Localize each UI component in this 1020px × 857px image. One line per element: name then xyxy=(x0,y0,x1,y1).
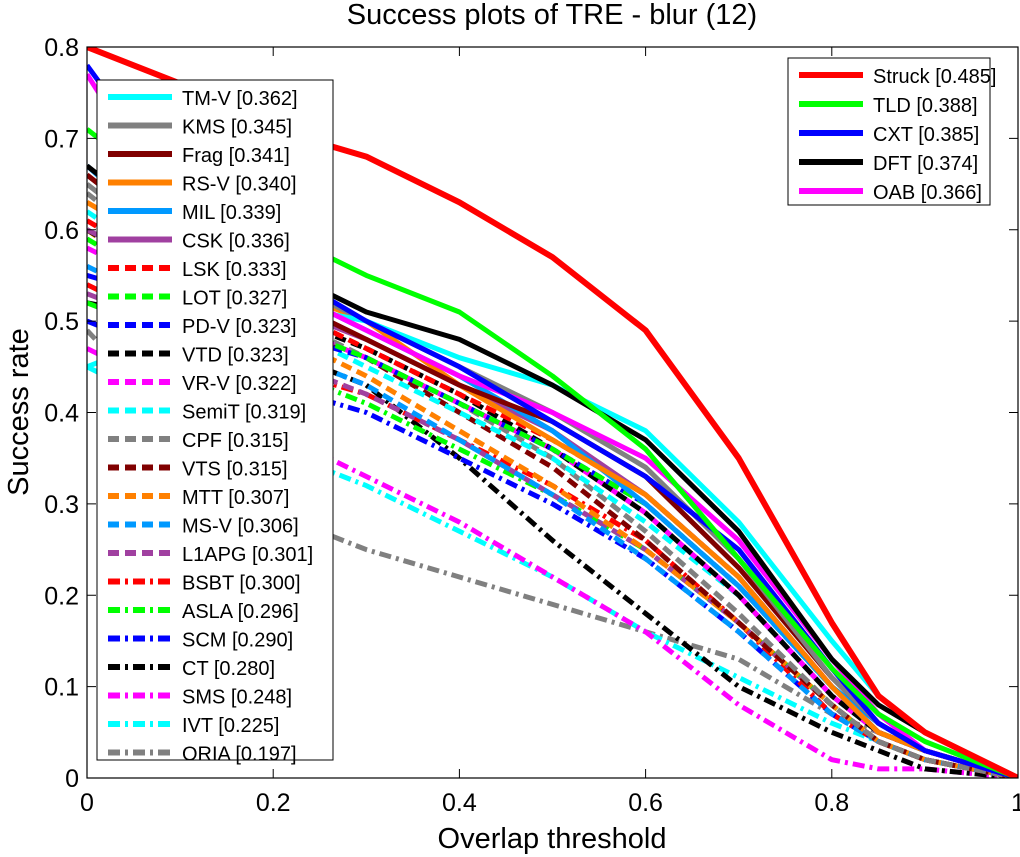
legend-entry: SemiT [0.319] xyxy=(182,402,306,424)
legend-entry: VTD [0.323] xyxy=(182,345,289,367)
y-tick-label: 0.5 xyxy=(44,308,79,336)
legend-entry: SCM [0.290] xyxy=(182,630,293,652)
legend-entry: BSBT [0.300] xyxy=(182,573,301,595)
x-tick-label: 0.4 xyxy=(442,789,477,817)
legend-entry: DFT [0.374] xyxy=(873,153,978,175)
x-axis-label: Overlap threshold xyxy=(438,823,667,855)
x-tick-label: 0.8 xyxy=(814,789,849,817)
legend-entry: MIL [0.339] xyxy=(182,202,281,224)
x-tick-label: 0.2 xyxy=(256,789,291,817)
y-tick-label: 0.7 xyxy=(44,125,79,153)
legend-entry: L1APG [0.301] xyxy=(182,544,313,566)
legend-top-right: Struck [0.485] TLD [0.388] CXT [0.385] DFT … xyxy=(787,57,996,206)
legend-entry: TM-V [0.362] xyxy=(182,88,298,110)
legend-entry: VR-V [0.322] xyxy=(182,373,297,395)
legend-entry: CPF [0.315] xyxy=(182,430,289,452)
y-tick-label: 0.2 xyxy=(44,582,79,610)
series-line-15 xyxy=(87,245,1018,778)
legend-entry: CXT [0.385] xyxy=(873,124,979,146)
legend-entry: ORIA [0.197] xyxy=(182,744,297,766)
legend-entry: PD-V [0.323] xyxy=(182,316,297,338)
y-tick-label: 0.8 xyxy=(44,34,79,62)
legend-entry: SMS [0.248] xyxy=(182,687,292,709)
legend-entry: KMS [0.345] xyxy=(182,117,292,139)
y-tick-label: 0.3 xyxy=(44,491,79,519)
series-line-28 xyxy=(87,328,1018,778)
legend-entry: RS-V [0.340] xyxy=(182,174,297,196)
legend-top-left: TM-V [0.362] KMS [0.345] Frag [0.341] RS-V … xyxy=(96,79,334,766)
chart-title: Success plots of TRE - blur (12) xyxy=(347,0,757,31)
legend-entry: LSK [0.333] xyxy=(182,259,287,281)
legend-entry: ASLA [0.296] xyxy=(182,601,299,623)
legend-entry: MS-V [0.306] xyxy=(182,516,299,538)
y-tick-label: 0.1 xyxy=(44,674,79,702)
series-line-16 xyxy=(87,209,1018,778)
ticks-layer: 0 0.2 0.4 0.6 0.8 1 0 0.1 0.2 0.3 0.4 0.5 0.6 0.7 0.8 xyxy=(44,34,1020,817)
legend-entry: TLD [0.388] xyxy=(873,95,978,117)
legend-entry: LOT [0.327] xyxy=(182,288,287,310)
legend-entry: Frag [0.341] xyxy=(182,145,290,167)
legend-entry: IVT [0.225] xyxy=(182,715,279,737)
y-tick-label: 0.6 xyxy=(44,217,79,245)
series-line-26 xyxy=(87,346,1018,778)
y-tick-label: 0 xyxy=(65,765,79,793)
legend-entry: VTS [0.315] xyxy=(182,459,288,481)
legend-entry: CT [0.280] xyxy=(182,658,275,680)
legend-entry: CSK [0.336] xyxy=(182,231,290,253)
legend-entry: Struck [0.485] xyxy=(873,66,996,88)
y-axis-label: Success rate xyxy=(3,328,35,496)
y-tick-label: 0.4 xyxy=(44,400,79,428)
legend-layer: Struck [0.485] TLD [0.388] CXT [0.385] DFT … xyxy=(96,57,996,766)
legend-entry: OAB [0.366] xyxy=(873,182,982,204)
x-tick-label: 1 xyxy=(1011,789,1020,817)
x-tick-label: 0 xyxy=(80,789,94,817)
legend-box xyxy=(96,79,334,761)
x-tick-label: 0.6 xyxy=(628,789,663,817)
legend-entry: MTT [0.307] xyxy=(182,487,289,509)
